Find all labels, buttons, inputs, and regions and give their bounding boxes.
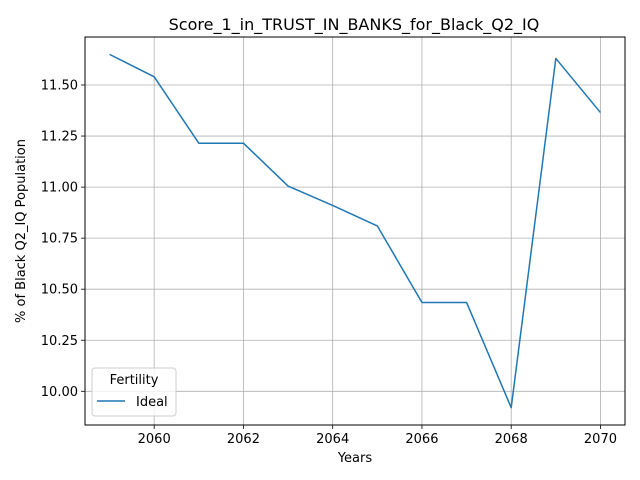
series-line-ideal — [109, 53, 602, 409]
x-tick-label: 2070 — [584, 432, 617, 447]
y-axis-ticks: 10.00 10.25 10.50 10.75 11.00 11.25 11.50 — [41, 78, 85, 400]
grid-lines — [85, 37, 625, 425]
y-tick-label: 11.25 — [41, 130, 78, 145]
y-tick-label: 11.00 — [41, 181, 78, 196]
legend-title: Fertility — [110, 373, 159, 388]
x-axis-ticks: 2060 2062 2064 2066 2068 2070 — [138, 425, 617, 447]
x-tick-label: 2060 — [138, 432, 171, 447]
chart-title: Score_1_in_TRUST_IN_BANKS_for_Black_Q2_I… — [169, 15, 540, 35]
y-axis-label: % of Black Q2_IQ Population — [14, 139, 29, 323]
series-layer — [109, 53, 602, 409]
legend-box — [91, 367, 177, 417]
y-tick-label: 10.00 — [41, 385, 78, 400]
x-tick-label: 2064 — [316, 432, 349, 447]
y-tick-label: 10.75 — [41, 232, 78, 247]
y-tick-label: 10.25 — [41, 334, 78, 349]
plot-frame — [84, 36, 626, 426]
x-tick-label: 2066 — [405, 432, 438, 447]
y-tick-label: 10.50 — [41, 283, 78, 298]
x-tick-label: 2068 — [495, 432, 528, 447]
x-axis-label: Years — [337, 451, 373, 466]
x-tick-label: 2062 — [227, 432, 260, 447]
y-tick-label: 11.50 — [41, 78, 78, 93]
legend: Fertility Ideal — [91, 367, 177, 417]
legend-label-ideal: Ideal — [136, 395, 168, 410]
